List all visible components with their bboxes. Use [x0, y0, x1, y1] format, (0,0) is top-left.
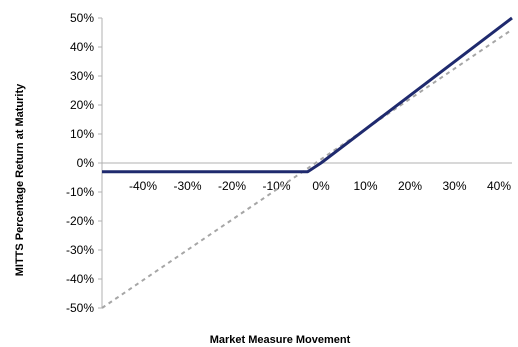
dashed-reference-line — [101, 28, 513, 309]
y-tick-label: 40% — [70, 40, 94, 54]
y-tick-label: 0% — [77, 156, 95, 170]
x-tick-label: 40% — [487, 179, 511, 193]
series-layer — [101, 16, 513, 309]
y-axis-title: MITTS Percentage Return at Maturity — [14, 83, 26, 276]
y-tick-labels: 50% 40% 30% 20% 10% 0% -10% -20% -30% -40% -50% — [66, 11, 102, 315]
y-tick-label: 10% — [70, 127, 94, 141]
y-tick-label: -30% — [66, 243, 94, 257]
x-tick-label: 0% — [312, 179, 330, 193]
x-tick-label: 30% — [442, 179, 466, 193]
y-tick-label: -10% — [66, 185, 94, 199]
return-line — [102, 16, 513, 174]
y-tick-label: 20% — [70, 98, 94, 112]
x-axis-title: Market Measure Movement — [210, 334, 351, 346]
y-tick-label: 50% — [70, 11, 94, 25]
x-tick-label: 10% — [353, 179, 377, 193]
x-tick-label: -10% — [262, 179, 290, 193]
x-tick-label: -20% — [218, 179, 246, 193]
x-tick-label: 20% — [398, 179, 422, 193]
y-tick-label: -40% — [66, 272, 94, 286]
x-tick-labels: -40% -30% -20% -10% 0% 10% 20% 30% 40% — [129, 179, 511, 193]
y-tick-label: -50% — [66, 301, 94, 315]
y-tick-label: 30% — [70, 69, 94, 83]
x-tick-label: -40% — [129, 179, 157, 193]
y-tick-label: -20% — [66, 214, 94, 228]
x-tick-label: -30% — [173, 179, 201, 193]
